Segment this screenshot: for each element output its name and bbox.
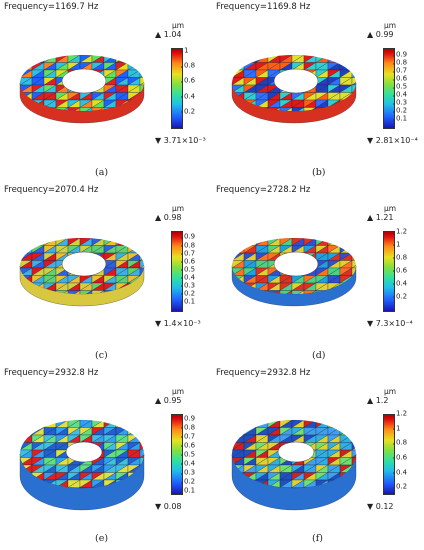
ring-shape	[19, 420, 145, 511]
colorbar-tick-label: 0.6	[180, 76, 196, 85]
colorbar-tick-label: 0.3	[180, 468, 196, 477]
colorbar-tick-label: 0.6	[180, 441, 196, 450]
frequency-label: Frequency=2728.2 Hz	[216, 185, 311, 195]
max-value: ▲ 0.98	[155, 213, 182, 222]
colorbar-tick-label: 0.4	[180, 273, 196, 282]
unit-label: µm	[172, 387, 185, 396]
colorbar-ticks: 0.9 0.8 0.7 0.6 0.5 0.4 0.3 0.2 0.1	[180, 414, 208, 495]
panel-e: Frequency=2932.8 Hz µm ▲ 0.95 0.9 0.8 0.7 0…	[0, 366, 212, 549]
colorbar-tick-label: 0.5	[392, 82, 408, 91]
colorbar-tick-label: 0.5	[180, 450, 196, 459]
ring-shape	[231, 420, 357, 511]
panel-f: Frequency=2932.8 Hz µm ▲ 1.2 1.2 1 0.8 0.6 0…	[212, 366, 424, 549]
unit-label: µm	[172, 21, 185, 30]
frequency-label: Frequency=2070.4 Hz	[4, 185, 99, 195]
ring-shape	[19, 238, 145, 307]
unit-label: µm	[384, 21, 397, 30]
colorbar-tick-label: 0.8	[392, 438, 408, 447]
colorbar-tick-label: 0.8	[180, 241, 196, 249]
colorbar-tick-label: 0.8	[392, 253, 408, 262]
ring-shape	[231, 55, 357, 124]
colorbar-tick-label: 0.3	[392, 98, 408, 107]
unit-label: µm	[384, 204, 397, 213]
ring-shape	[231, 238, 357, 307]
color-bar	[383, 231, 395, 312]
colorbar-tick-label: 1.2	[392, 227, 408, 236]
max-value: ▲ 0.95	[155, 396, 182, 405]
unit-label: µm	[172, 204, 185, 213]
colorbar-tick-label: 0.2	[180, 289, 196, 298]
colorbar-tick-label: 0.2	[180, 107, 196, 116]
max-value: ▲ 1.21	[367, 213, 394, 222]
frequency-label: Frequency=2932.8 Hz	[4, 368, 99, 378]
colorbar-tick-label: 0.4	[392, 279, 408, 288]
color-bar	[171, 231, 183, 312]
colorbar-ticks: 1.2 1 0.8 0.6 0.4 0.2	[392, 409, 420, 493]
colorbar-tick-label: 0.3	[180, 281, 196, 290]
unit-label: µm	[384, 387, 397, 396]
panel-a: Frequency=1169.7 Hz µm ▲ 1.04 1 0.8 0.6 0.4…	[0, 0, 212, 183]
panel-label: (a)	[95, 167, 109, 178]
colorbar-tick-label: 0.4	[180, 92, 196, 101]
min-value: ▼ 7.3×10⁻⁴	[367, 319, 413, 328]
colorbar-tick-label: 1	[180, 46, 189, 55]
ring-shape	[19, 55, 145, 124]
colorbar-tick-label: 0.2	[180, 477, 196, 486]
frequency-label: Frequency=1169.8 Hz	[216, 2, 311, 12]
max-value: ▲ 0.99	[367, 30, 394, 39]
colorbar-tick-label: 0.6	[392, 74, 408, 83]
min-value: ▼ 1.4×10⁻³	[155, 319, 201, 328]
colorbar-tick-label: 0.6	[392, 266, 408, 275]
colorbar-ticks: 0.9 0.8 0.7 0.6 0.5 0.4 0.3 0.2 0.1	[392, 48, 420, 127]
colorbar-tick-label: 0.6	[180, 257, 196, 266]
colorbar-tick-label: 0.1	[180, 297, 196, 306]
colorbar-tick-label: 0.9	[180, 414, 196, 423]
panel-label: (d)	[312, 350, 326, 361]
colorbar-tick-label: 0.9	[180, 232, 196, 241]
max-value: ▲ 1.2	[367, 396, 389, 405]
frequency-label: Frequency=1169.7 Hz	[4, 2, 99, 12]
colorbar-tick-label: 0.4	[180, 459, 196, 468]
min-value: ▼ 0.12	[367, 502, 394, 511]
colorbar-tick-label: 0.7	[180, 432, 196, 441]
min-value: ▼ 0.08	[155, 502, 182, 511]
colorbar-tick-label: 0.2	[392, 106, 408, 115]
colorbar-tick-label: 0.6	[392, 453, 408, 462]
colorbar-tick-label: 0.8	[180, 423, 196, 432]
panel-label: (f)	[312, 533, 323, 544]
panel-label: (c)	[95, 350, 108, 361]
min-value: ▼ 3.71×10⁻³	[155, 136, 206, 145]
colorbar-tick-label: 1.2	[392, 409, 408, 418]
max-value: ▲ 1.04	[155, 30, 182, 39]
panel-c: Frequency=2070.4 Hz µm ▲ 0.98 0.9 0.8 0.7 0…	[0, 183, 212, 366]
colorbar-tick-label: 0.2	[392, 292, 408, 301]
colorbar-tick-label: 0.2	[392, 482, 408, 491]
colorbar-tick-label: 0.4	[392, 468, 408, 477]
colorbar-tick-label: 0.8	[180, 61, 196, 70]
color-bar	[171, 414, 183, 495]
colorbar-tick-label: 0.1	[392, 114, 408, 123]
colorbar-ticks: 1 0.8 0.6 0.4 0.2	[180, 46, 208, 127]
frequency-label: Frequency=2932.8 Hz	[216, 368, 311, 378]
colorbar-tick-label: 0.5	[180, 265, 196, 274]
colorbar-tick-label: 0.7	[180, 249, 196, 258]
colorbar-tick-label: 1	[392, 240, 401, 249]
colorbar-tick-label: 0.9	[392, 50, 408, 59]
colorbar-tick-label: 0.4	[392, 90, 408, 99]
color-bar	[383, 414, 395, 495]
panel-b: Frequency=1169.8 Hz µm ▲ 0.99 0.9 0.8 0.7 0…	[212, 0, 424, 183]
min-value: ▼ 2.81×10⁻⁴	[367, 136, 418, 145]
panel-d: Frequency=2728.2 Hz µm ▲ 1.21 1.2 1 0.8 0.6…	[212, 183, 424, 366]
panel-label: (e)	[95, 533, 109, 544]
color-bar	[383, 48, 395, 129]
colorbar-ticks: 1.2 1 0.8 0.6 0.4 0.2	[392, 227, 420, 310]
colorbar-tick-label: 0.7	[392, 66, 408, 75]
colorbar-ticks: 0.9 0.8 0.7 0.6 0.5 0.4 0.3 0.2 0.1	[180, 231, 208, 310]
colorbar-tick-label: 1	[392, 424, 401, 433]
color-bar	[171, 48, 183, 129]
panel-label: (b)	[312, 167, 326, 178]
colorbar-tick-label: 0.8	[392, 58, 408, 67]
colorbar-tick-label: 0.1	[180, 486, 196, 495]
